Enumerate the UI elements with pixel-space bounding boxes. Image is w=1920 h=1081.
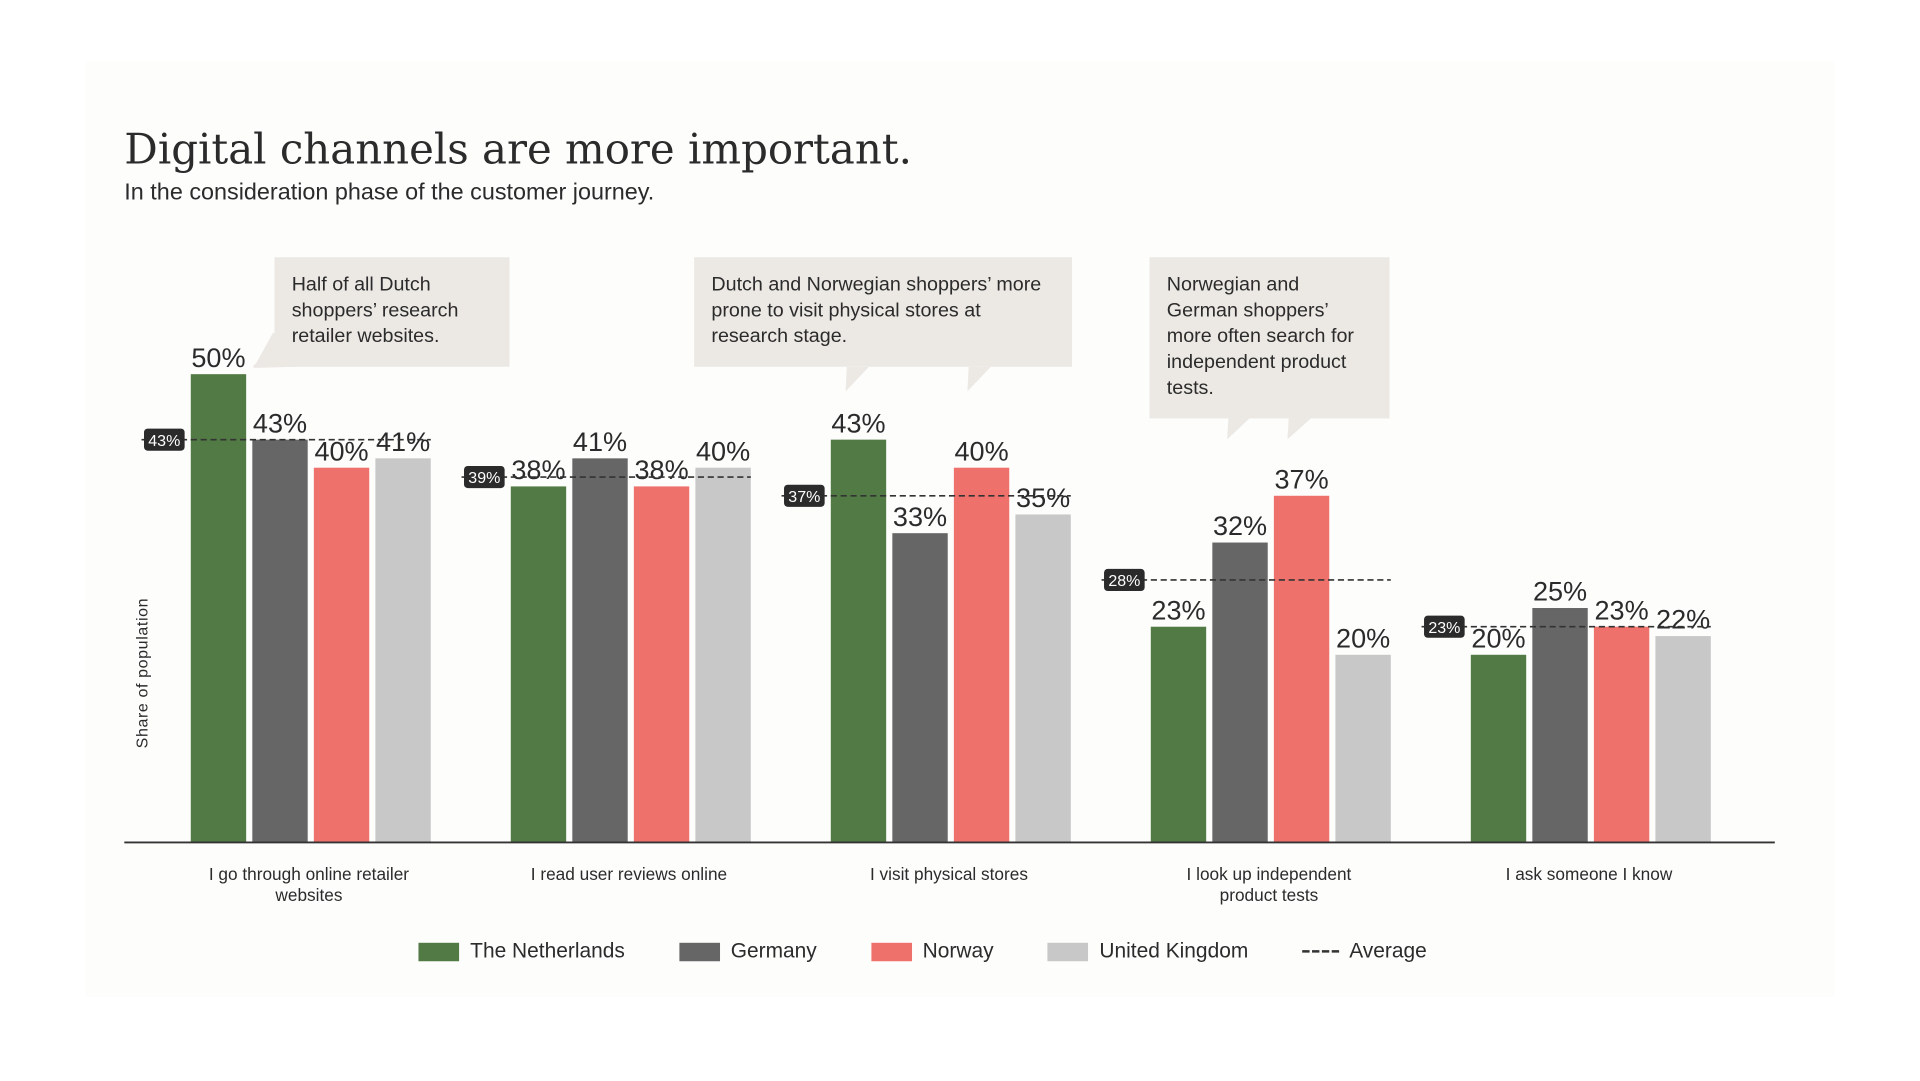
legend-item-germany: Germany [679, 939, 817, 964]
legend-item-average: Average [1302, 939, 1427, 964]
bar [375, 458, 431, 842]
bar [1150, 626, 1207, 842]
bar-value-label: 43% [253, 407, 307, 438]
chart-subtitle: In the consideration phase of the custom… [124, 179, 655, 206]
bar [1273, 495, 1330, 842]
average-badge-label: 37% [788, 489, 820, 506]
bar-value-label: 50% [191, 342, 245, 373]
legend-label: The Netherlands [470, 939, 625, 963]
legend-dash [1302, 950, 1340, 953]
bar [1335, 654, 1391, 842]
bar-value-label: 23% [1594, 594, 1648, 625]
category-label-2: I read user reviews online [530, 864, 728, 884]
bar [633, 486, 690, 842]
bar [572, 458, 628, 842]
bar-value-label: 41% [376, 426, 430, 457]
annotation-tail [1287, 418, 1311, 440]
average-badge [784, 484, 825, 507]
bar [1532, 608, 1588, 842]
legend-label: Germany [730, 939, 817, 963]
bar [190, 374, 247, 842]
bar-value-label: 35% [1016, 482, 1070, 513]
annotation-tail [845, 366, 869, 392]
legend-label: United Kingdom [1099, 939, 1249, 963]
category-label-3: I visit physical stores [869, 864, 1028, 884]
bar-value-label: 33% [893, 501, 947, 532]
average-badge [1104, 568, 1145, 592]
annotation-2: Dutch and Norwegian shoppers’ more prone… [694, 257, 1073, 367]
bar [510, 486, 567, 842]
average-badge [464, 465, 505, 489]
legend-label: Average [1349, 939, 1427, 963]
category-label-5: I ask someone I know [1505, 864, 1673, 884]
bar [1470, 654, 1527, 842]
bar [953, 467, 1010, 842]
bar-value-label: 20% [1336, 622, 1390, 653]
category-label-1: I go through online retailer websites [208, 864, 410, 905]
bar [1593, 626, 1650, 842]
bar [830, 439, 887, 842]
bar [252, 439, 308, 842]
legend-swatch [679, 942, 720, 961]
bar [892, 533, 948, 842]
bar-value-label: 38% [634, 454, 688, 485]
bar [1212, 542, 1268, 842]
average-badge-label: 39% [468, 470, 500, 487]
legend-label: Norway [922, 939, 994, 963]
bar-value-label: 40% [314, 435, 368, 466]
legend: The Netherlands Germany Norway United Ki… [418, 939, 1480, 964]
bar [313, 467, 370, 842]
bar-value-label: 22% [1656, 604, 1710, 635]
average-badge-label: 43% [148, 433, 180, 450]
annotation-tail [1227, 418, 1250, 440]
annotation-1: Half of all Dutch shoppers’ research ret… [274, 257, 510, 367]
legend-item-uk: United Kingdom [1047, 939, 1249, 964]
legend-item-norway: Norway [870, 939, 994, 964]
legend-swatch [418, 942, 460, 961]
bar-value-label: 20% [1471, 622, 1525, 653]
bar [1655, 636, 1711, 842]
chart-title: Digital channels are more important. [124, 125, 912, 175]
bar-value-label: 43% [831, 407, 885, 438]
average-badge [1424, 615, 1465, 638]
bar-value-label: 40% [696, 435, 750, 466]
bar-value-label: 23% [1151, 594, 1205, 625]
bar-value-label: 37% [1274, 463, 1328, 494]
legend-swatch [1047, 942, 1089, 961]
category-label-4: I look up independent product tests [1186, 864, 1352, 905]
bar-value-label: 38% [511, 454, 565, 485]
legend-item-netherlands: The Netherlands [418, 939, 625, 964]
bar-value-label: 32% [1213, 510, 1267, 541]
legend-swatch [870, 942, 912, 961]
bar-value-label: 41% [573, 426, 627, 457]
average-badge [144, 428, 185, 451]
bar [1015, 514, 1071, 842]
bar-value-label: 40% [954, 435, 1008, 466]
annotation-3: Norwegian and German shoppers’ more ofte… [1149, 257, 1390, 419]
average-badge-label: 23% [1428, 620, 1460, 637]
average-badge-label: 28% [1108, 573, 1140, 590]
bar [695, 467, 751, 842]
annotation-tail [967, 366, 991, 392]
bar-value-label: 25% [1533, 576, 1587, 607]
